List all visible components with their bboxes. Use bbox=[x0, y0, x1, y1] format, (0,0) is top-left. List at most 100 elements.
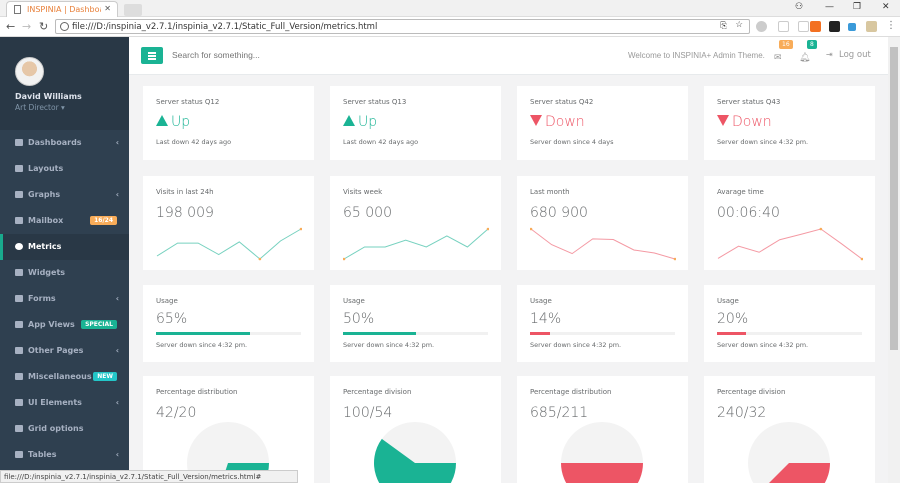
browser-tab-bar: INSPINIA | Dashboard✕ ⚇ — ❐ ✕ bbox=[0, 0, 900, 17]
sidebar-item-ui-elements[interactable]: UI Elements ‹ bbox=[0, 390, 129, 416]
scrollbar-thumb[interactable] bbox=[890, 47, 898, 350]
sparkline-point bbox=[529, 227, 533, 231]
minimize-icon[interactable]: — bbox=[825, 2, 834, 12]
pie-card: Percentage distribution 685/211 bbox=[517, 376, 688, 483]
pie-value: 42/20 bbox=[156, 405, 197, 421]
pie-card: Percentage division 100/54 bbox=[330, 376, 501, 483]
sidebar-item-dashboards[interactable]: Dashboards ‹ bbox=[0, 130, 129, 156]
forward-icon[interactable]: → bbox=[22, 20, 32, 33]
sidebar-item-mailbox[interactable]: Mailbox 16/24 bbox=[0, 208, 129, 234]
sidebar-item-label: Graphs bbox=[28, 190, 61, 199]
extension-icon[interactable] bbox=[848, 23, 856, 31]
menu-icon bbox=[15, 217, 23, 224]
url-input[interactable]: file:///D:/inspinia_v2.7.1/inspinia_v2.7… bbox=[55, 19, 750, 34]
scrollbar[interactable] bbox=[888, 37, 900, 483]
menu-icon bbox=[15, 399, 23, 406]
sidebar-badge: NEW bbox=[93, 372, 117, 381]
card-title: Server status Q42 bbox=[530, 98, 594, 106]
bell-icon[interactable]: 🔔︎ bbox=[799, 53, 811, 63]
profile-icon[interactable]: ⚇ bbox=[795, 2, 804, 12]
sidebar-item-miscellaneous[interactable]: Miscellaneous NEW bbox=[0, 364, 129, 390]
extension-icon[interactable] bbox=[810, 21, 821, 32]
address-bar: ← → ↻ file:///D:/inspinia_v2.7.1/inspini… bbox=[0, 17, 900, 37]
status-note: Server down since 4:32 pm. bbox=[717, 138, 809, 146]
back-icon[interactable]: ← bbox=[6, 20, 16, 33]
new-tab-button[interactable] bbox=[124, 4, 142, 16]
sidebar-item-widgets[interactable]: Widgets bbox=[0, 260, 129, 286]
sparkline-point bbox=[673, 257, 677, 261]
close-window-icon[interactable]: ✕ bbox=[882, 2, 890, 12]
sidebar-item-graphs[interactable]: Graphs ‹ bbox=[0, 182, 129, 208]
extension-icon[interactable] bbox=[866, 21, 877, 32]
menu-icon bbox=[15, 347, 23, 354]
card-title: Percentage division bbox=[717, 388, 786, 396]
extension-icon[interactable] bbox=[829, 21, 840, 32]
browser-tab[interactable]: INSPINIA | Dashboard✕ bbox=[6, 1, 118, 17]
menu-icon bbox=[15, 165, 23, 172]
usage-card: Usage 65% Server down since 4:32 pm. bbox=[143, 285, 314, 362]
card-title: Last month bbox=[530, 188, 570, 196]
sidebar-badge: SPECIAL bbox=[81, 320, 117, 329]
sparkline-line bbox=[530, 228, 676, 260]
triangle-down-icon bbox=[530, 115, 542, 126]
logout-link[interactable]: Log out bbox=[839, 50, 871, 60]
restore-icon[interactable]: ❐ bbox=[853, 2, 862, 12]
sidebar-item-forms[interactable]: Forms ‹ bbox=[0, 286, 129, 312]
sidebar-item-other-pages[interactable]: Other Pages ‹ bbox=[0, 338, 129, 364]
sidebar: David Williams Art Director ▾ Dashboards… bbox=[0, 37, 129, 483]
close-tab-icon[interactable]: ✕ bbox=[104, 4, 111, 13]
sparkline-point bbox=[342, 257, 346, 261]
extension-icon[interactable] bbox=[756, 21, 767, 32]
card-title: Server status Q13 bbox=[343, 98, 407, 106]
sidebar-item-tables[interactable]: Tables ‹ bbox=[0, 442, 129, 468]
sidebar-item-layouts[interactable]: Layouts bbox=[0, 156, 129, 182]
menu-icon bbox=[15, 139, 23, 146]
usage-value: 65% bbox=[156, 311, 188, 327]
bookmark-star-icon[interactable]: ☆ bbox=[735, 20, 743, 30]
card-title: Avarage time bbox=[717, 188, 764, 196]
chevron-left-icon: ‹ bbox=[115, 450, 119, 459]
triangle-up-icon bbox=[343, 115, 355, 126]
pie-card: Percentage division 240/32 bbox=[704, 376, 875, 483]
sparkline-point bbox=[819, 227, 823, 231]
server-status-card: Server status Q43 Down Server down since… bbox=[704, 86, 875, 160]
envelope-icon[interactable]: ✉ bbox=[774, 53, 782, 63]
sparkline-chart bbox=[342, 227, 490, 261]
metric-value: 198 009 bbox=[156, 205, 214, 221]
profile-role-dropdown[interactable]: Art Director ▾ bbox=[15, 103, 65, 112]
pie-card: Percentage distribution 42/20 bbox=[143, 376, 314, 483]
menu-icon bbox=[15, 373, 23, 380]
reload-icon[interactable]: ↻ bbox=[39, 20, 49, 33]
pocket-extension-icon[interactable] bbox=[798, 21, 809, 32]
menu-toggle-button[interactable] bbox=[141, 47, 163, 64]
sidebar-item-app-views[interactable]: App Views SPECIAL bbox=[0, 312, 129, 338]
sparkline-point bbox=[299, 227, 303, 231]
avatar[interactable] bbox=[15, 57, 44, 86]
status-value: Up bbox=[358, 114, 378, 130]
status-note: Last down 42 days ago bbox=[156, 138, 232, 146]
menu-icon bbox=[15, 425, 23, 432]
profile-name: David Williams bbox=[15, 92, 82, 101]
usage-note: Server down since 4:32 pm. bbox=[530, 341, 622, 349]
card-title: Server status Q43 bbox=[717, 98, 781, 106]
sparkline-point bbox=[258, 257, 262, 261]
translate-icon[interactable]: ⎘ bbox=[720, 21, 727, 31]
pie-value: 240/32 bbox=[717, 405, 767, 421]
sparkline-card: Visits week 65 000 bbox=[330, 176, 501, 270]
menu-icon[interactable]: ⋮ bbox=[886, 20, 896, 31]
sidebar-item-metrics[interactable]: Metrics bbox=[0, 234, 129, 260]
usage-value: 20% bbox=[717, 311, 749, 327]
metric-value: 00:06:40 bbox=[717, 205, 780, 221]
chevron-left-icon: ‹ bbox=[115, 294, 119, 303]
info-icon bbox=[60, 22, 69, 31]
server-status-card: Server status Q42 Down Server down since… bbox=[517, 86, 688, 160]
pie-chart bbox=[748, 422, 830, 483]
card-title: Percentage distribution bbox=[530, 388, 612, 396]
sidebar-badge: 16/24 bbox=[90, 216, 117, 225]
card-title: Server status Q12 bbox=[156, 98, 220, 106]
pie-chart bbox=[561, 422, 643, 483]
profile: David Williams Art Director ▾ bbox=[0, 37, 129, 130]
sidebar-item-grid-options[interactable]: Grid options bbox=[0, 416, 129, 442]
search-input[interactable] bbox=[172, 50, 372, 60]
shield-extension-icon[interactable] bbox=[778, 21, 789, 32]
